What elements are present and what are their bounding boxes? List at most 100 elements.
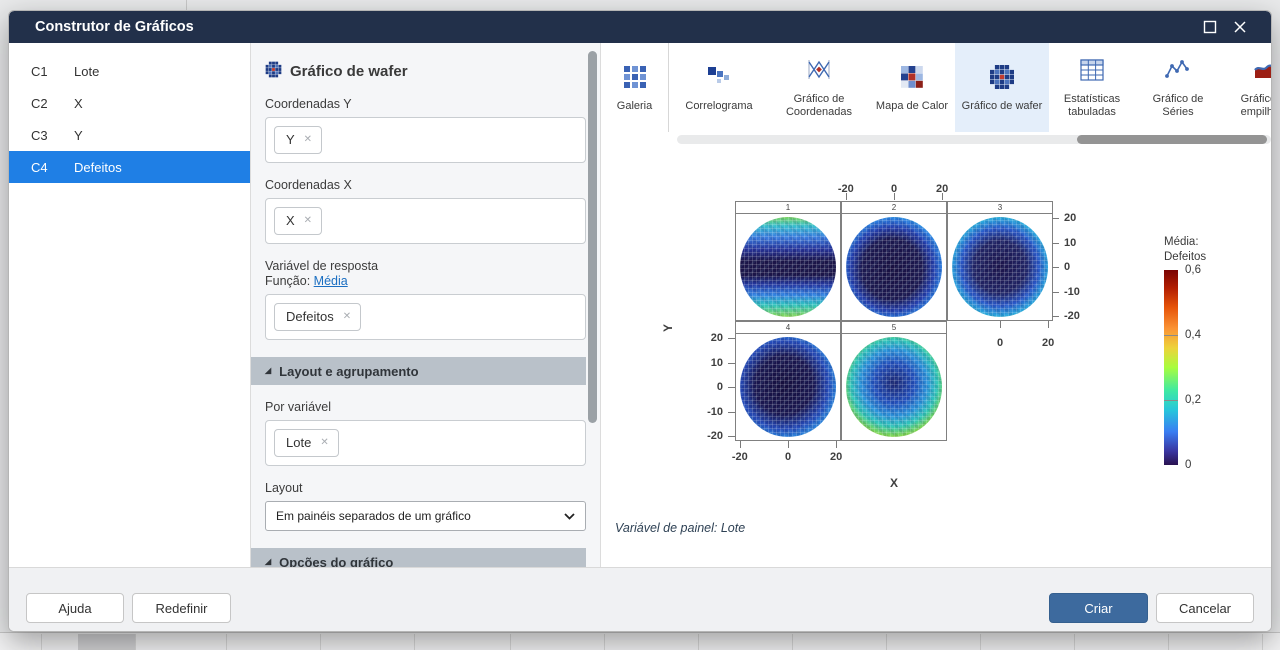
chip-label: Y: [286, 132, 295, 147]
coordinates-y-label: Coordenadas Y: [265, 97, 352, 111]
gallery-item-gr-fico-de-empilhado[interactable]: Gráfico de empilhado: [1221, 43, 1271, 132]
chevron-down-icon: [564, 512, 575, 520]
chart-type-gallery: Galeria Correlograma Gráfico de Coordenada…: [601, 43, 1271, 132]
remove-chip-icon[interactable]: ✕: [342, 311, 352, 322]
tabulated-statistics-icon: [1079, 57, 1105, 88]
y-axis-tick-label: -20: [707, 430, 723, 442]
remove-chip-icon[interactable]: ✕: [320, 437, 329, 448]
response-variable-label: Variável de resposta: [265, 259, 379, 273]
gallery-item-mapa-de-calor[interactable]: Mapa de Calor: [869, 43, 955, 132]
by-variable-field[interactable]: Lote ✕: [265, 420, 586, 466]
coordinates-x-field[interactable]: X ✕: [265, 198, 586, 244]
column-row-C3[interactable]: C3 Y: [9, 119, 250, 151]
gallery-item-galeria[interactable]: Galeria: [601, 43, 669, 132]
response-variable-field[interactable]: Defeitos ✕: [265, 294, 586, 340]
collapse-triangle-icon: ◢: [265, 556, 272, 566]
remove-chip-icon[interactable]: ✕: [303, 134, 313, 145]
worksheet-gridline: [980, 634, 981, 650]
gallery-item-gr-fico-de-coordenadas[interactable]: Gráfico de Coordenadas: [769, 43, 869, 132]
column-name: X: [74, 95, 83, 111]
section-layout-grouping[interactable]: ◢ Layout e agrupamento: [251, 357, 586, 385]
wafer-panel-1: 1: [735, 201, 841, 321]
column-row-C1[interactable]: C1 Lote: [9, 55, 250, 87]
axis-tick: [1052, 242, 1059, 244]
coordinates-y-field[interactable]: Y ✕: [265, 117, 586, 163]
axis-tick: [942, 193, 944, 200]
reset-button[interactable]: Redefinir: [132, 593, 231, 623]
variable-chip-defeitos[interactable]: Defeitos ✕: [274, 303, 362, 331]
axis-tick: [1052, 267, 1059, 268]
x-axis-tick-label: 0: [784, 451, 792, 463]
x-axis-tick-label: 20: [1042, 337, 1055, 349]
axis-tick: [894, 193, 895, 200]
x-axis-title: X: [889, 476, 898, 490]
create-button[interactable]: Criar: [1049, 593, 1148, 623]
help-button[interactable]: Ajuda: [26, 593, 124, 623]
axis-tick: [1052, 291, 1059, 293]
gallery-item-estat-sticas-tabuladas[interactable]: Estatísticas tabuladas: [1049, 43, 1135, 132]
x-axis-tick-label: 20: [830, 451, 843, 463]
wafer-panel-3: 3: [947, 201, 1053, 321]
close-button[interactable]: [1225, 15, 1255, 39]
gallery-item-label: Gráfico de wafer: [961, 99, 1043, 112]
gallery-scrollbar-track[interactable]: [677, 135, 1271, 144]
worksheet-gridline: [1262, 634, 1263, 650]
builder-title-row: Gráfico de wafer: [265, 61, 586, 82]
background-window-edge: [186, 0, 187, 10]
gallery-item-correlograma[interactable]: Correlograma: [669, 43, 769, 132]
maximize-button[interactable]: [1195, 15, 1225, 39]
worksheet-gridline: [320, 634, 321, 650]
x-axis-tick-label: -20: [837, 183, 854, 195]
gallery-icon: [622, 64, 648, 95]
layout-select[interactable]: Em painéis separados de um gráfico: [265, 501, 586, 531]
builder-panel-scrollbar[interactable]: [588, 51, 597, 423]
column-row-C4[interactable]: C4 Defeitos: [9, 151, 250, 183]
wafer-panel-5: 5: [841, 321, 947, 441]
legend-tick-label: 0: [1185, 459, 1192, 471]
preview-panel: Galeria Correlograma Gráfico de Coordenada…: [601, 43, 1271, 567]
legend-tick-label: 0,4: [1185, 329, 1201, 341]
function-row: Função: Média: [265, 274, 572, 288]
axis-tick: [1052, 218, 1059, 219]
axis-tick: [728, 362, 735, 364]
legend-colorbar: [1164, 270, 1178, 465]
worksheet-background-strip: [0, 632, 1280, 650]
dialog-titlebar[interactable]: Construtor de Gráficos: [9, 11, 1271, 43]
column-row-C2[interactable]: C2 X: [9, 87, 250, 119]
cancel-button[interactable]: Cancelar: [1156, 593, 1254, 623]
panel-label: 5: [842, 322, 946, 334]
gallery-item-gr-fico-de-wafer[interactable]: Gráfico de wafer: [955, 43, 1049, 132]
wafer-icon: [265, 61, 282, 82]
x-axis-tick-label: 0: [996, 337, 1004, 349]
panel-variable-caption: Variável de painel: Lote: [615, 521, 746, 535]
chip-label: Lote: [286, 435, 312, 450]
column-id: C1: [31, 63, 48, 79]
legend-tick-label: 0,6: [1185, 264, 1201, 276]
correlogram-icon: [706, 64, 732, 95]
gallery-scrollbar-thumb[interactable]: [1077, 135, 1267, 144]
worksheet-gridline: [226, 634, 227, 650]
gallery-item-gr-fico-de-s-ries[interactable]: Gráfico de Séries: [1135, 43, 1221, 132]
column-id: C2: [31, 95, 48, 111]
variable-chip-x[interactable]: X ✕: [274, 207, 323, 235]
y-axis-tick-label: 0: [716, 381, 723, 393]
variable-chip-y[interactable]: Y ✕: [274, 126, 323, 154]
dialog-footer: Ajuda Redefinir Criar Cancelar: [9, 567, 1271, 631]
remove-chip-icon[interactable]: ✕: [303, 215, 313, 226]
panel-label: 3: [948, 202, 1052, 214]
function-link[interactable]: Média: [313, 274, 348, 288]
wafer-icon: [989, 64, 1015, 95]
worksheet-gridline: [792, 634, 793, 650]
legend-title: Defeitos: [1164, 251, 1207, 263]
wafer-heatmap-5: [846, 337, 942, 437]
y-axis-tick-label: 10: [710, 356, 723, 369]
axis-tick: [728, 338, 735, 339]
y-axis-tick-label: -20: [1064, 310, 1080, 322]
y-axis-tick-label: 20: [710, 332, 723, 344]
axis-tick: [1000, 321, 1001, 328]
section-graph-options[interactable]: ◢ Opções do gráfico: [251, 548, 586, 567]
worksheet-gridline: [41, 634, 42, 650]
column-id: C3: [31, 127, 48, 143]
worksheet-gridline: [1168, 634, 1169, 650]
variable-chip-lote[interactable]: Lote ✕: [274, 429, 339, 457]
